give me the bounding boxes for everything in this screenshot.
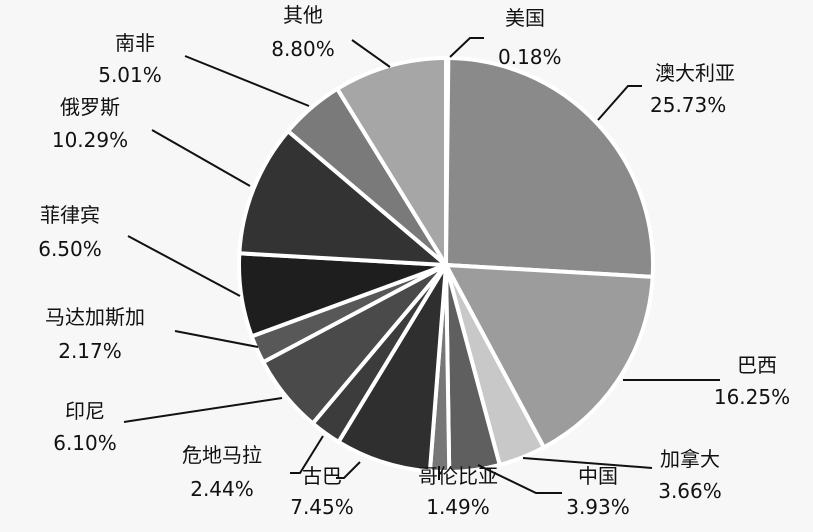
- leader-line: [597, 85, 642, 121]
- leader-line: [151, 129, 251, 187]
- leader-line: [184, 55, 310, 107]
- slice-labels: 美国 0.18% 澳大利亚 25.73% 巴西 16.25% 加拿大 3.66% 中国 3.93%…: [38, 3, 790, 519]
- pie-slices: [237, 55, 655, 475]
- leader-line: [522, 457, 653, 469]
- pie-slice: [443, 55, 655, 279]
- leader-line: [174, 330, 259, 348]
- slice-value-label: 6.10%: [53, 431, 117, 455]
- slice-value-label: 0.18%: [498, 45, 562, 69]
- slice-value-label: 8.80%: [271, 37, 335, 61]
- slice-value-label: 1.49%: [426, 495, 490, 519]
- slice-name-label: 印尼: [65, 399, 105, 423]
- slice-value-label: 7.45%: [290, 495, 354, 519]
- slice-name-label: 澳大利亚: [655, 61, 735, 85]
- slice-name-label: 加拿大: [660, 447, 720, 471]
- slice-name-label: 美国: [505, 6, 545, 30]
- slice-name-label: 古巴: [302, 464, 342, 488]
- leader-line: [290, 435, 324, 474]
- slice-value-label: 3.66%: [658, 479, 722, 503]
- leader-lines: [123, 37, 720, 494]
- slice-name-label: 南非: [115, 31, 155, 55]
- leader-line: [351, 39, 391, 68]
- slice-name-label: 马达加斯加: [45, 305, 145, 329]
- slice-name-label: 哥伦比亚: [418, 464, 498, 488]
- slice-value-label: 2.44%: [190, 477, 254, 501]
- slice-name-label: 菲律宾: [40, 203, 100, 227]
- slice-value-label: 2.17%: [58, 339, 122, 363]
- slice-value-label: 6.50%: [38, 237, 102, 261]
- leader-line: [123, 397, 283, 423]
- slice-value-label: 16.25%: [714, 385, 790, 409]
- slice-name-label: 俄罗斯: [60, 95, 120, 119]
- slice-value-label: 25.73%: [650, 93, 726, 117]
- pie-slice: [237, 128, 452, 268]
- slice-name-label: 危地马拉: [182, 443, 262, 467]
- slice-value-label: 10.29%: [52, 128, 128, 152]
- leader-line: [477, 464, 562, 494]
- slice-name-label: 中国: [578, 464, 618, 488]
- slice-value-label: 5.01%: [98, 63, 162, 87]
- leader-line: [336, 461, 361, 479]
- leader-line: [449, 37, 484, 58]
- slice-value-label: 3.93%: [566, 495, 630, 519]
- pie-slice: [442, 262, 655, 451]
- slice-name-label: 其他: [283, 3, 323, 27]
- slice-name-label: 巴西: [737, 353, 777, 377]
- leader-line: [127, 235, 241, 297]
